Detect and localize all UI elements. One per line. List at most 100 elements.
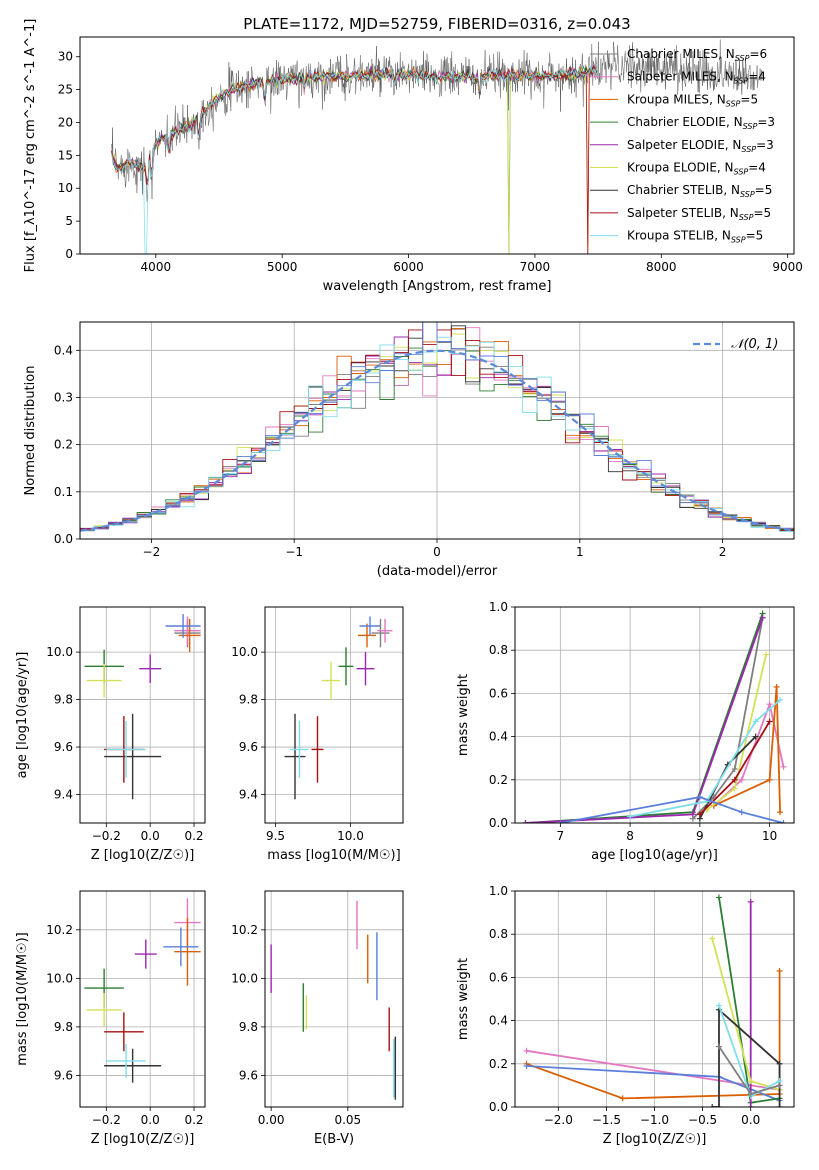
legend-entry: Chabrier ELODIE, NSSP=3 — [627, 115, 775, 131]
model-spectrum-line — [111, 66, 598, 183]
y-tick-label: 0.4 — [54, 343, 73, 357]
y-tick-label: 5 — [65, 214, 73, 228]
age_vs_mass-axes: 9.5 10.0 9.4 9.6 9.8 10.0 mass [log10(M/M☉)] — [231, 606, 404, 863]
x-tick-label: −0.2 — [92, 1113, 121, 1127]
error-bar-point — [338, 647, 354, 686]
axes-frame — [264, 606, 404, 824]
residual-histogram-step — [80, 336, 794, 532]
error-bar-point — [104, 1012, 144, 1052]
mass-weight-marker — [766, 701, 773, 708]
x-tick-label: −0.2 — [92, 829, 121, 843]
axes-frame — [79, 321, 795, 540]
legend-model-name: Kroupa STELIB — [627, 229, 714, 243]
error-bar-point — [163, 927, 199, 967]
x-tick-label: 9 — [696, 829, 704, 843]
y-axis-label: age [log10(age/yr)] — [15, 652, 30, 779]
mass-weight-marker — [731, 785, 738, 792]
y-tick-label: 10.0 — [231, 971, 258, 985]
mass_vs_Z-plot — [84, 898, 201, 1083]
legend-sep: , N — [726, 115, 743, 129]
axes-frame — [514, 606, 795, 824]
error-bar-point — [165, 614, 201, 638]
y-axis-label: Flux [f_λ10^-17 erg cm^-2 s^-1 A^-1] — [23, 19, 38, 273]
legend-sub: SSP — [734, 77, 749, 86]
mass-weight-marker — [777, 809, 784, 816]
legend-entry: 𝒩(0, 1) — [731, 337, 778, 352]
y-tick-label: 9.8 — [239, 1020, 258, 1034]
mass-weight-marker — [557, 820, 564, 823]
mass-weight-marker — [747, 1078, 754, 1085]
axes-frame — [79, 606, 206, 824]
mass-weight-marker — [731, 776, 738, 783]
legend-entry: Salpeter STELIB, NSSP=5 — [627, 206, 771, 222]
residual_histogram-plot — [80, 322, 794, 532]
legend-sep: , N — [722, 206, 739, 220]
mass-weight-marker — [715, 1002, 722, 1009]
mass-weight-marker — [715, 1104, 722, 1107]
mass-weight-marker — [523, 1047, 530, 1054]
y-tick-label: 0.8 — [489, 643, 508, 657]
mass-weight-marker — [696, 811, 703, 818]
y-tick-label: 0.1 — [54, 485, 73, 499]
axes-frame — [264, 890, 404, 1108]
x-tick-label: 1 — [576, 545, 584, 559]
legend-eq: = — [755, 183, 765, 197]
mass-weight-series-line — [560, 796, 784, 823]
spectrum-plot — [111, 39, 763, 254]
x-tick-label: 9.5 — [266, 829, 285, 843]
legend-sep: , N — [717, 161, 734, 175]
mass_vs_Z-axes: −0.2 0.0 0.2 9.6 9.8 10.0 10.2 Z [log10(Z/Z☉)] m… — [15, 890, 206, 1147]
mass-weight-series-line — [526, 970, 781, 1100]
age_vs_Z-plot — [84, 614, 201, 800]
mass-weight-marker — [773, 683, 780, 690]
model-spectrum-line — [111, 65, 598, 254]
y-tick-label: 10.2 — [46, 923, 73, 937]
y-tick-label: 9.8 — [54, 693, 73, 707]
legend-sep: , N — [725, 138, 742, 152]
y-tick-label: 20 — [58, 115, 73, 129]
mass-weight-marker — [776, 1082, 783, 1089]
error-bar-point — [377, 618, 393, 643]
mass-weight-marker — [747, 898, 754, 905]
y-tick-label: 10.0 — [46, 971, 73, 985]
legend-entry: Salpeter MILES, NSSP=4 — [627, 70, 766, 86]
y-tick-label: 0.2 — [54, 438, 73, 452]
mass-weight-marker — [766, 718, 773, 725]
spectrum-legend: Chabrier MILES, NSSP=6 Salpeter MILES, NS… — [590, 47, 775, 245]
y-tick-label: 9.4 — [239, 788, 258, 802]
y-tick-label: 0.0 — [54, 532, 73, 546]
legend-entry: Salpeter ELODIE, NSSP=3 — [627, 138, 774, 154]
axes-frame — [79, 36, 795, 255]
y-tick-label: 0.4 — [489, 1014, 508, 1028]
legend-model-name: Chabrier ELODIE — [627, 115, 726, 129]
error-bar-point — [178, 618, 201, 653]
legend-n: 5 — [765, 183, 773, 197]
y-tick-label: 9.6 — [239, 740, 258, 754]
legend-entry: Kroupa MILES, NSSP=5 — [627, 92, 758, 108]
legend-sub: SSP — [731, 236, 746, 245]
y-tick-label: 0.0 — [489, 1100, 508, 1114]
y-tick-label: 25 — [58, 83, 73, 97]
x-axis-label: mass [log10(M/M☉)] — [267, 848, 400, 863]
y-tick-label: 10.0 — [46, 645, 73, 659]
age_vs_Z-axes: −0.2 0.0 0.2 9.4 9.6 9.8 10.0 Z [log10(Z/Z☉)] ag… — [15, 606, 206, 863]
x-tick-label: 10 — [762, 829, 777, 843]
x-axis-label: wavelength [Angstrom, rest frame] — [323, 279, 552, 294]
legend-sep: , N — [714, 229, 731, 243]
error-bar-point — [356, 652, 375, 686]
mass-weight-marker — [689, 811, 696, 818]
legend-entry: Chabrier STELIB, NSSP=5 — [627, 183, 772, 199]
normal-curve-line — [80, 349, 794, 532]
legend-entry: Chabrier MILES, NSSP=6 — [627, 47, 767, 63]
mass_weight_vs_age-axes: 7 8 9 10 0.0 0.2 0.4 0.6 0.8 1.0 age [log10(age/yr… — [456, 600, 795, 863]
legend-eq: = — [753, 206, 763, 220]
mass-weight-marker — [766, 776, 773, 783]
mass-weight-marker — [709, 935, 716, 942]
y-tick-label: 10.0 — [231, 645, 258, 659]
mass-weight-series-line — [629, 699, 781, 818]
spectrum-axes: 4000 5000 6000 7000 8000 9000 0 5 10 15 20 25 30 wave… — [23, 19, 803, 294]
mass_weight_vs_Z-axes: −2.0 −1.5 −1.0 −0.5 0.0 0.0 0.2 0.4 0.6 0.8 1.0 Z [… — [456, 884, 795, 1147]
legend-eq: = — [749, 47, 759, 61]
y-tick-label: 9.6 — [54, 1068, 73, 1082]
